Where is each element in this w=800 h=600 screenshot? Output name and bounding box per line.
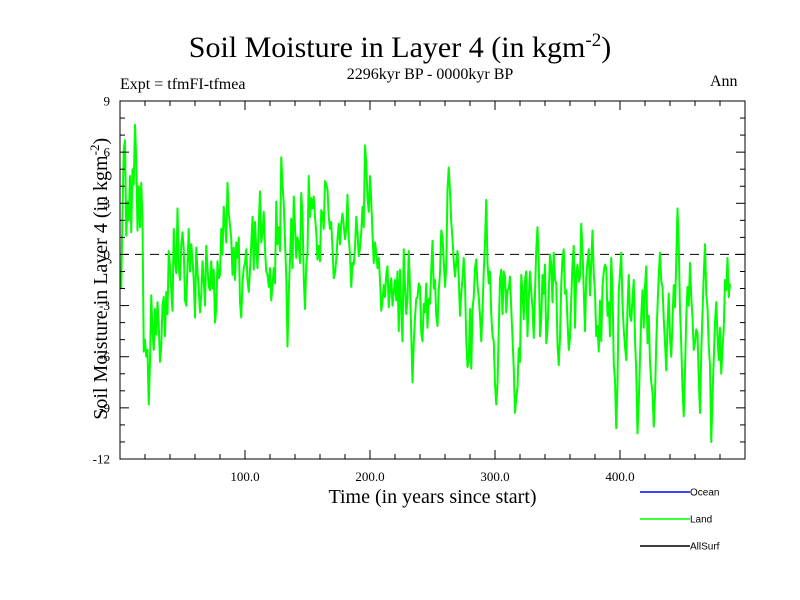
legend-label-land: Land xyxy=(690,515,712,526)
x-tick-label: 400.0 xyxy=(605,469,634,484)
season-label: Ann xyxy=(710,73,738,90)
y-tick-label: 0 xyxy=(104,247,111,262)
y-tick-label: -3 xyxy=(99,298,110,313)
y-tick-label: 6 xyxy=(104,145,111,160)
y-tick-label: -12 xyxy=(93,452,110,467)
experiment-label: Expt = tfmFI-tfmea xyxy=(120,76,246,93)
y-tick-label: -9 xyxy=(99,400,110,415)
axes-ticks: 9 6 3 0 -3 -6 -9 -12 100.0 200.0 300.0 400.0 xyxy=(93,94,745,484)
y-tick-label: 3 xyxy=(104,196,111,211)
chart-subtitle: 2296kyr BP - 0000kyr BP xyxy=(346,66,514,83)
legend-label-ocean: Ocean xyxy=(690,488,719,499)
series-line-land xyxy=(120,123,731,443)
y-tick-label: -6 xyxy=(99,349,110,364)
x-axis-label: Time (in years since start) xyxy=(328,486,537,508)
chart-title: Soil Moisture in Layer 4 (in kgm-2) xyxy=(188,30,612,64)
x-tick-label: 300.0 xyxy=(480,469,509,484)
x-tick-label: 200.0 xyxy=(355,469,384,484)
x-tick-label: 100.0 xyxy=(230,469,259,484)
plot-content xyxy=(120,123,745,443)
plot-frame xyxy=(119,100,746,460)
legend: Ocean Land AllSurf xyxy=(640,488,720,553)
legend-label-allsurf: AllSurf xyxy=(690,542,720,553)
y-tick-label: 9 xyxy=(104,94,111,109)
